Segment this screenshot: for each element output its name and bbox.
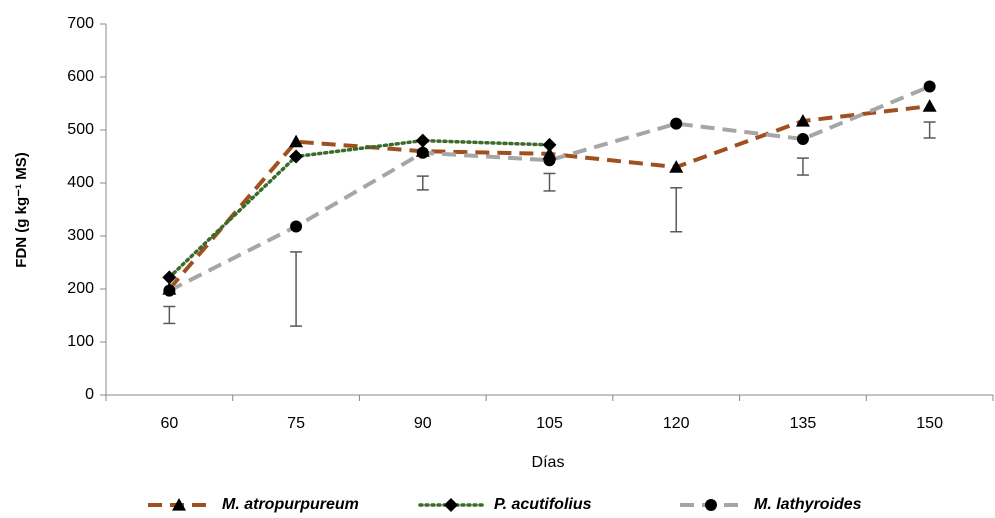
marker: [669, 160, 684, 173]
marker: [670, 117, 683, 130]
y-tick-label: 700: [67, 15, 94, 32]
error-bar: [923, 121, 936, 139]
x-axis-label: Días: [532, 454, 565, 471]
x-tick-label: 135: [790, 415, 817, 432]
error-bar: [163, 305, 176, 325]
error-bar: [290, 251, 303, 327]
y-tick-label: 100: [67, 333, 94, 350]
legend-label: M. atropurpureum: [222, 496, 359, 513]
x-tick-label: 105: [536, 415, 563, 432]
legend: M. atropurpureum P. acutifolius M. lathyro…: [148, 496, 862, 513]
x-tick-label: 60: [160, 415, 178, 432]
x-tick-label: 150: [916, 415, 943, 432]
legend-label: P. acutifolius: [494, 496, 592, 513]
marker: [290, 220, 303, 233]
x-tick-label: 75: [287, 415, 305, 432]
marker: [289, 134, 304, 148]
marker: [923, 80, 936, 93]
error-bar: [796, 157, 809, 176]
marker: [416, 146, 429, 159]
x-tick-label: 120: [663, 415, 690, 432]
series-line: [167, 138, 552, 280]
marker: [796, 133, 809, 146]
y-tick-label: 400: [67, 174, 94, 191]
error-bar: [416, 175, 429, 191]
y-axis-label: FDN (g kg⁻¹ MS): [13, 152, 30, 267]
marker: [163, 284, 176, 297]
marker: [542, 137, 557, 152]
marker: [795, 113, 810, 127]
marker: [162, 270, 177, 285]
legend-label: M. lathyroides: [754, 496, 862, 513]
marker: [705, 499, 717, 511]
error-bar: [670, 187, 683, 233]
y-tick-label: 500: [67, 121, 94, 138]
marker: [444, 498, 458, 512]
marker: [543, 154, 556, 167]
x-tick-label: 90: [414, 415, 432, 432]
y-tick-label: 600: [67, 68, 94, 85]
marker: [289, 149, 304, 164]
y-tick-label: 200: [67, 280, 94, 297]
marker: [415, 133, 430, 148]
marker: [922, 99, 937, 112]
y-tick-label: 0: [85, 386, 94, 403]
y-tick-label: 300: [67, 227, 94, 244]
marker: [172, 498, 186, 511]
error-bar: [543, 172, 556, 192]
